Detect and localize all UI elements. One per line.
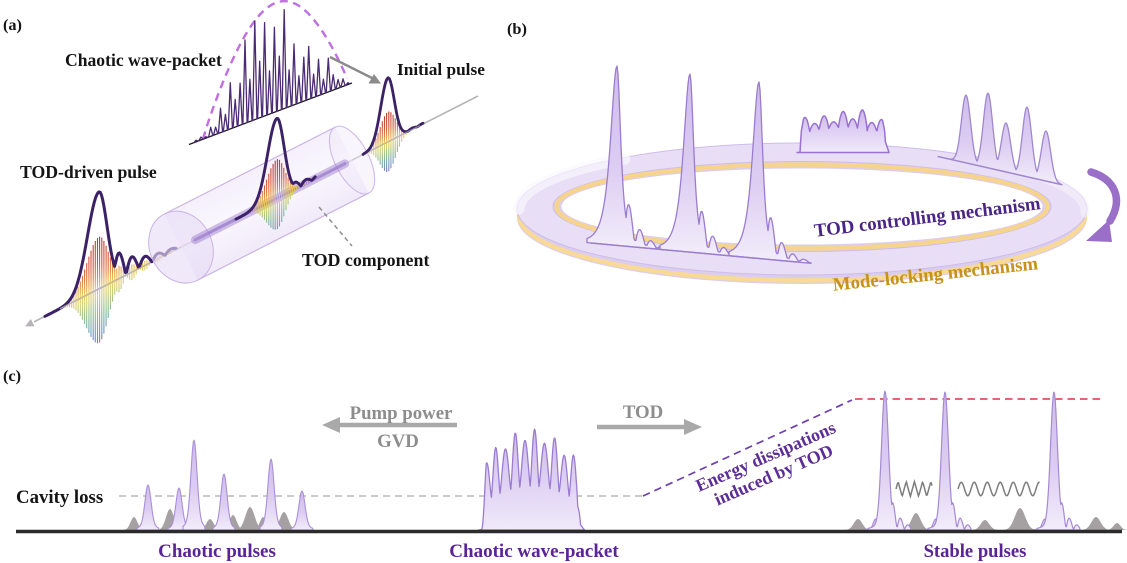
svg-text:Initial pulse: Initial pulse (397, 60, 485, 79)
svg-text:(c): (c) (3, 366, 21, 385)
svg-text:TOD component: TOD component (302, 250, 429, 270)
svg-text:Pump power: Pump power (350, 403, 453, 424)
svg-text:Stable pulses: Stable pulses (924, 541, 1027, 562)
svg-text:Cavity loss: Cavity loss (16, 487, 103, 508)
svg-text:GVD: GVD (377, 431, 419, 452)
svg-text:(b): (b) (507, 19, 527, 38)
svg-text:Chaotic pulses: Chaotic pulses (158, 541, 276, 562)
svg-text:Chaotic wave-packet: Chaotic wave-packet (65, 50, 222, 70)
svg-text:TOD-driven pulse: TOD-driven pulse (20, 162, 157, 182)
svg-text:(a): (a) (3, 15, 22, 34)
svg-text:Chaotic wave-packet: Chaotic wave-packet (449, 541, 619, 562)
svg-text:TOD: TOD (623, 402, 663, 423)
